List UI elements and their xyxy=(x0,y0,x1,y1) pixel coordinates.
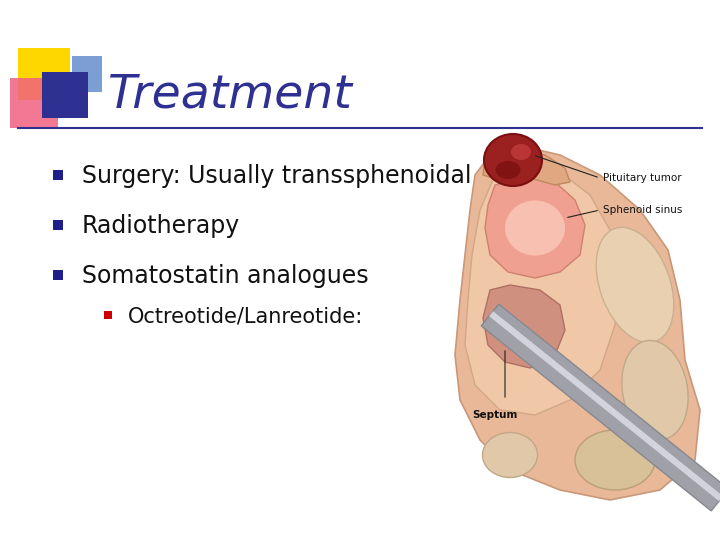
PathPatch shape xyxy=(465,165,620,415)
Text: Surgery: Usually transsphenoidal: Surgery: Usually transsphenoidal xyxy=(82,164,472,188)
Ellipse shape xyxy=(622,340,688,440)
PathPatch shape xyxy=(485,175,585,278)
Bar xyxy=(18,48,70,100)
Polygon shape xyxy=(481,304,720,511)
Bar xyxy=(72,56,102,92)
Ellipse shape xyxy=(495,161,521,179)
PathPatch shape xyxy=(455,148,700,500)
Text: Radiotherapy: Radiotherapy xyxy=(82,214,240,238)
Ellipse shape xyxy=(505,200,565,255)
Text: Octreotide/Lanreotide:: Octreotide/Lanreotide: xyxy=(128,306,364,326)
Bar xyxy=(53,220,63,230)
Bar xyxy=(104,311,112,319)
Text: Treatment: Treatment xyxy=(108,72,353,118)
Ellipse shape xyxy=(575,430,655,490)
Bar xyxy=(53,170,63,180)
Bar xyxy=(42,72,88,118)
Text: Sphenoid sinus: Sphenoid sinus xyxy=(603,205,683,215)
Ellipse shape xyxy=(484,134,542,186)
Ellipse shape xyxy=(511,144,531,160)
Text: Pituitary tumor: Pituitary tumor xyxy=(603,173,682,183)
PathPatch shape xyxy=(483,148,570,185)
PathPatch shape xyxy=(483,285,565,368)
Text: Somatostatin analogues: Somatostatin analogues xyxy=(82,264,369,288)
Ellipse shape xyxy=(596,227,674,343)
Text: Septum: Septum xyxy=(472,410,518,420)
Ellipse shape xyxy=(482,433,538,477)
Bar xyxy=(53,270,63,280)
Bar xyxy=(10,78,58,128)
Polygon shape xyxy=(489,311,720,501)
